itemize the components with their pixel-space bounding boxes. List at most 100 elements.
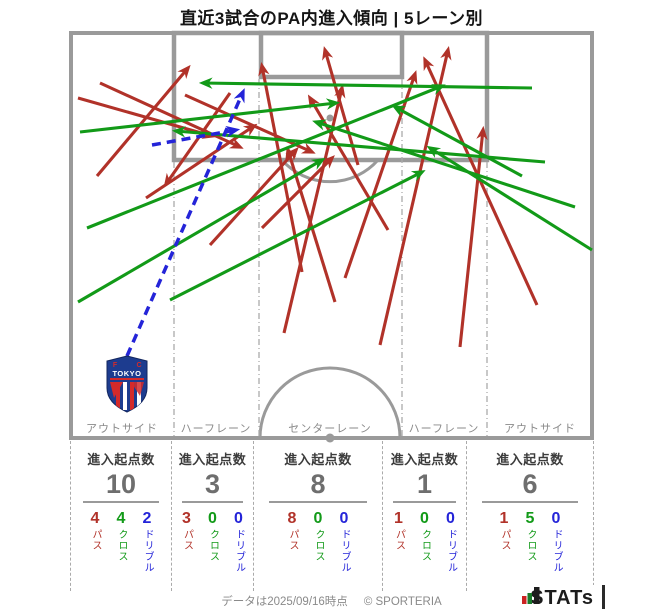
stat-pass-label: パス (287, 529, 298, 551)
stat-dribble-value: 0 (234, 510, 243, 527)
stat-cross-label: クロス (116, 529, 127, 562)
stat-column-3: 進入起点数 1 1 パス 0 クロス 0 ドリブル (382, 441, 466, 591)
stat-cross-value: 0 (313, 510, 323, 527)
stat-pass-value: 3 (182, 510, 191, 527)
stat-cross: 0 クロス (205, 510, 220, 573)
stat-dribble-label: ドリブル (339, 529, 350, 573)
stat-pass: 4 パス (88, 510, 103, 573)
arrow-cross (77, 157, 326, 304)
entries-count: 3 (204, 469, 221, 499)
arrow-pass (322, 46, 360, 166)
stat-rule (482, 501, 578, 503)
arrows-layer (77, 46, 593, 357)
stat-dribble: 0 ドリブル (443, 510, 458, 573)
stat-pass-label: パス (181, 529, 193, 551)
stat-dribble-value: 2 (142, 510, 152, 527)
lane-label-center: センターレーン (288, 423, 372, 435)
footer-note: データは2025/09/16時点 © SPORTERIA (0, 593, 663, 609)
data-timestamp: データは2025/09/16時点 (221, 596, 348, 608)
arrow-pass (285, 146, 337, 303)
stat-cross-label: クロス (207, 529, 219, 562)
stat-rule (269, 501, 367, 503)
lane-label-outside-right: アウトサイド (504, 423, 576, 435)
arrow-pass (208, 146, 299, 247)
stat-cross-value: 5 (525, 510, 535, 527)
entries-count: 6 (522, 469, 538, 499)
stat-column-0: 進入起点数 10 4 パス 4 クロス 2 ドリブル (71, 441, 171, 591)
stat-cross: 0 クロス (417, 510, 432, 573)
center-spot (325, 433, 335, 443)
arrow-pass (378, 46, 452, 346)
arrow-pass (458, 125, 488, 348)
stat-dribble-label: ドリブル (233, 529, 245, 573)
stat-breakdown: 1 パス 5 クロス 0 ドリブル (497, 510, 564, 573)
stat-cross-value: 0 (208, 510, 217, 527)
stat-pass-label: パス (90, 529, 101, 551)
stat-pass: 8 パス (285, 510, 300, 573)
copyright: © SPORTERIA (363, 596, 442, 608)
stat-column-2: 進入起点数 8 8 パス 0 クロス 0 ドリブル (253, 441, 382, 591)
stat-dribble-label: ドリブル (551, 529, 562, 573)
lane-stats-table: 進入起点数 10 4 パス 4 クロス 2 ドリブル 進入起点数 3 3 パス 0 クロス 0 ドリブル 進入起… (70, 441, 594, 591)
lane-label-outside-left: アウトサイド (86, 423, 158, 435)
page-title: 直近3試合のPA内進入傾向 | 5レーン別 (179, 9, 484, 28)
stat-header: 進入起点数 (390, 452, 459, 467)
stats-logo: STATs (522, 585, 605, 609)
arrow-cross (169, 170, 426, 302)
arrow-pass (99, 81, 244, 149)
arrow-pass (260, 155, 335, 230)
stat-pass: 3 パス (179, 510, 194, 573)
logo-divider (602, 585, 605, 609)
stat-dribble-value: 0 (446, 510, 455, 527)
stat-breakdown: 8 パス 0 クロス 0 ドリブル (285, 510, 352, 573)
stat-column-4: 進入起点数 6 1 パス 5 クロス 0 ドリブル (466, 441, 593, 591)
stat-breakdown: 4 パス 4 クロス 2 ドリブル (88, 510, 155, 573)
stat-rule (83, 501, 159, 503)
pitch-lines (69, 30, 594, 443)
entries-count: 1 (416, 469, 433, 499)
penalty-spot (326, 114, 334, 122)
crest-stripes (110, 382, 144, 410)
stat-cross: 0 クロス (311, 510, 326, 573)
arrow-cross (86, 84, 446, 230)
stat-cross: 4 クロス (114, 510, 129, 573)
stat-pass-value: 1 (394, 510, 403, 527)
stat-cross: 5 クロス (523, 510, 538, 573)
stat-column-1: 進入起点数 3 3 パス 0 クロス 0 ドリブル (171, 441, 253, 591)
arrow-cross (391, 105, 523, 178)
arrow-pass (77, 96, 216, 139)
stat-cross-label: クロス (313, 529, 324, 562)
lane-label-half-left: ハーフレーン (180, 423, 252, 435)
stat-cross-value: 0 (420, 510, 429, 527)
team-logo: F C TOKYO (106, 355, 148, 413)
stat-header: 進入起点数 (284, 452, 352, 467)
stat-header: 進入起点数 (178, 452, 247, 467)
stat-pass-label: パス (393, 529, 405, 551)
stat-dribble-label: ドリブル (142, 529, 153, 573)
entries-count: 10 (105, 469, 137, 499)
lane-label-half-right: ハーフレーン (408, 423, 480, 435)
stat-dribble: 0 ドリブル (549, 510, 564, 573)
penalty-arc (280, 159, 380, 184)
stat-header: 進入起点数 (496, 452, 564, 467)
stat-pass: 1 パス (391, 510, 406, 573)
stat-cross-value: 4 (116, 510, 126, 527)
stat-breakdown: 3 パス 0 クロス 0 ドリブル (179, 510, 246, 573)
arrow-cross (312, 119, 576, 209)
arrow-cross (198, 77, 533, 90)
stat-pass-label: パス (499, 529, 510, 551)
stat-rule (392, 501, 457, 503)
crest-letter-f: F (113, 362, 118, 369)
bar-chart-icon (522, 587, 540, 604)
stat-dribble-label: ドリブル (445, 529, 457, 573)
lane-dividers (173, 79, 488, 436)
pitch-boundary (69, 31, 594, 440)
crest-band (110, 378, 144, 380)
arrow-dribble (125, 88, 245, 357)
stat-dribble: 2 ドリブル (140, 510, 155, 573)
entries-count: 8 (310, 469, 326, 499)
crest-letter-c: C (136, 362, 141, 369)
stat-dribble: 0 ドリブル (231, 510, 246, 573)
stat-pass-value: 8 (287, 510, 297, 527)
